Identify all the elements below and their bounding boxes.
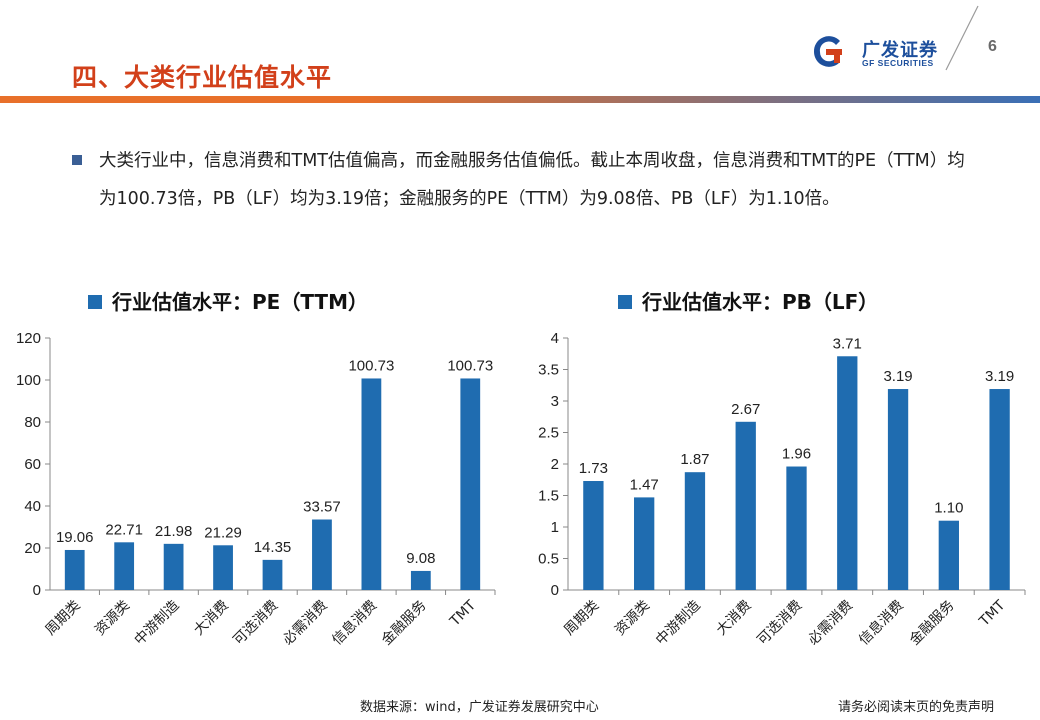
pe-data-label: 21.29 [204, 524, 242, 541]
y-tick-label: 100 [16, 372, 41, 389]
category-label: 必需消费 [280, 598, 331, 649]
pb-bar [887, 389, 909, 590]
y-tick-label: 120 [16, 330, 41, 347]
category-label: 大消费 [191, 598, 232, 639]
y-tick-label: 40 [24, 498, 41, 515]
pb-data-label: 1.10 [934, 500, 963, 517]
pb-bar [684, 472, 706, 590]
pb-data-label: 3.19 [985, 368, 1014, 385]
pe-data-label: 21.98 [155, 523, 193, 540]
y-tick-label: 0 [551, 582, 559, 599]
pb-data-label: 1.96 [782, 446, 811, 463]
category-label: 信息消费 [855, 597, 907, 649]
y-tick-label: 2 [551, 456, 559, 473]
category-label: 可选消费 [754, 598, 805, 649]
pe-data-label: 19.06 [56, 529, 94, 546]
footer-source: 数据来源：wind，广发证券发展研究中心 [360, 700, 599, 715]
y-tick-label: 20 [24, 540, 41, 557]
pe-data-label: 14.35 [254, 539, 292, 556]
y-tick-label: 3 [551, 393, 559, 410]
pe-bar [163, 543, 184, 590]
category-label: TMT [976, 597, 1009, 630]
legend-swatch [88, 294, 102, 309]
bullet-icon [72, 155, 82, 165]
pb-data-label: 3.71 [833, 335, 862, 352]
header: 四、大类行业估值水平 广发证券 GF SECURITIES 6 [0, 0, 1040, 103]
category-label: 周期类 [561, 598, 602, 639]
pb-bar [583, 481, 604, 590]
pe-data-label: 22.71 [105, 521, 143, 538]
y-tick-label: 0.5 [538, 551, 559, 568]
category-label: 周期类 [43, 598, 84, 639]
pb-data-label: 1.47 [630, 476, 659, 493]
header-divider [0, 96, 1040, 103]
divider-slash [945, 5, 979, 71]
logo-text: 广发证券 [862, 40, 938, 61]
pb-chart: 0 0.5 1 1.5 2 2.5 3 3.5 4 1.73 周期类 1.47 资源类 1.87 中游制造 2… [538, 330, 1026, 649]
pe-bar [213, 545, 233, 590]
page-title: 四、大类行业估值水平 [72, 63, 333, 92]
legend-swatch [618, 294, 632, 309]
y-tick-label: 3.5 [538, 362, 559, 379]
pe-bar [361, 378, 382, 590]
pe-chart: 0 20 40 60 80 100 120 19.06 周期类 22.71 资源类 21.98 中游制造… [16, 330, 496, 649]
category-label: 信息消费 [329, 597, 381, 649]
pe-bar [114, 542, 135, 590]
gf-logo-icon [813, 36, 842, 67]
pe-bar [262, 559, 283, 590]
page-number: 6 [988, 38, 997, 55]
legend-pe: 行业估值水平：PE（TTM） [88, 286, 368, 315]
category-label: 资源类 [612, 598, 653, 639]
category-label: 金融服务 [907, 598, 958, 649]
pb-data-label: 3.19 [883, 368, 912, 385]
pb-bar [786, 466, 807, 590]
legend-pe-label: 行业估值水平：PE（TTM） [112, 290, 368, 314]
pe-bar [410, 570, 431, 590]
y-tick-label: 4 [551, 330, 559, 347]
category-label: 中游制造 [653, 598, 704, 649]
y-tick-label: 60 [24, 456, 41, 473]
pb-bar [989, 389, 1010, 590]
y-tick-label: 1.5 [538, 488, 559, 505]
pb-bar [938, 520, 959, 590]
pb-data-label: 2.67 [731, 401, 760, 418]
category-label: 金融服务 [379, 598, 430, 649]
category-label: TMT [446, 597, 479, 630]
category-label: 资源类 [92, 598, 133, 639]
legend-pb-label: 行业估值水平：PB（LF） [642, 290, 879, 314]
y-tick-label: 2.5 [538, 425, 559, 442]
pb-bar [837, 356, 858, 590]
y-tick-label: 80 [24, 414, 41, 431]
y-tick-label: 0 [33, 582, 41, 599]
category-label: 必需消费 [805, 598, 856, 649]
summary-text: 大类行业中，信息消费和TMT估值偏高，而金融服务估值偏低。截止本周收盘，信息消费… [99, 151, 965, 209]
logo-text-en: GF SECURITIES [862, 58, 934, 68]
category-label: 可选消费 [230, 598, 281, 649]
pe-data-label: 100.73 [447, 357, 493, 374]
pe-bar [460, 378, 481, 590]
category-label: 中游制造 [132, 598, 183, 649]
pb-bar [735, 421, 756, 590]
pe-data-label: 9.08 [406, 550, 435, 567]
pb-bar [634, 497, 655, 590]
category-label: 大消费 [714, 598, 755, 639]
footer-disclaimer: 请务必阅读末页的免责声明 [838, 700, 995, 715]
pe-data-label: 33.57 [303, 499, 341, 516]
pe-data-label: 100.73 [348, 357, 394, 374]
pe-bar [64, 549, 85, 590]
legend-pb: 行业估值水平：PB（LF） [618, 286, 878, 315]
y-tick-label: 1 [551, 519, 559, 536]
pb-data-label: 1.87 [680, 451, 709, 468]
pb-data-label: 1.73 [579, 460, 608, 477]
pe-bar [312, 519, 332, 590]
